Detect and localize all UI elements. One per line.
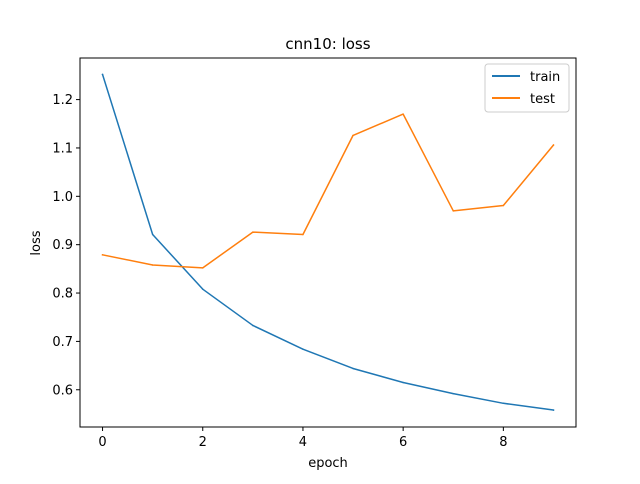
data-point-train <box>452 392 455 395</box>
data-point-train <box>502 402 505 405</box>
x-axis-label: epoch <box>308 456 348 471</box>
data-point-test <box>151 264 154 266</box>
data-point-train <box>552 409 555 411</box>
data-point-train <box>201 288 204 290</box>
data-point-train <box>101 73 104 76</box>
x-tick-label: 8 <box>499 435 507 450</box>
legend-label-train: train <box>530 70 560 85</box>
y-tick-label: 0.8 <box>52 287 73 302</box>
chart-title: cnn10: loss <box>285 35 370 53</box>
data-point-train <box>402 381 404 384</box>
data-point-train <box>151 233 154 236</box>
data-point-train <box>252 324 254 327</box>
series-lines <box>101 73 555 411</box>
data-point-test <box>302 233 304 236</box>
data-point-test <box>552 144 555 146</box>
data-point-test <box>502 204 505 207</box>
y-axis-ticks: 0.6 0.7 0.8 0.9 1.0 1.1 1.2 <box>52 93 80 398</box>
series-line-test <box>101 113 555 269</box>
x-tick-label: 0 <box>98 435 106 450</box>
data-point-train <box>352 367 354 370</box>
y-tick-label: 1.1 <box>52 141 73 156</box>
x-tick-label: 6 <box>399 435 407 450</box>
y-tick-label: 0.9 <box>52 238 73 253</box>
data-point-test <box>201 267 204 269</box>
data-point-test <box>252 231 254 233</box>
data-point-test <box>452 210 455 212</box>
x-tick-label: 4 <box>299 435 307 450</box>
y-tick-label: 1.2 <box>52 93 73 108</box>
data-point-train <box>302 348 304 350</box>
y-tick-label: 0.7 <box>52 335 73 350</box>
data-point-test <box>101 254 104 256</box>
data-point-test <box>402 113 404 115</box>
y-axis-label: loss <box>29 230 44 255</box>
legend: train test <box>484 63 570 113</box>
x-tick-label: 2 <box>199 435 207 450</box>
legend-label-test: test <box>530 92 555 107</box>
x-axis-ticks: 0 2 4 6 8 <box>98 427 507 450</box>
y-tick-label: 0.6 <box>52 383 73 398</box>
data-point-test <box>352 134 354 137</box>
y-tick-label: 1.0 <box>52 190 73 205</box>
plot-area: 0.6 0.7 0.8 0.9 1.0 1.1 1.2 0 2 4 6 8 <box>52 57 577 450</box>
plot-frame <box>79 57 577 428</box>
series-line-train <box>101 73 555 411</box>
